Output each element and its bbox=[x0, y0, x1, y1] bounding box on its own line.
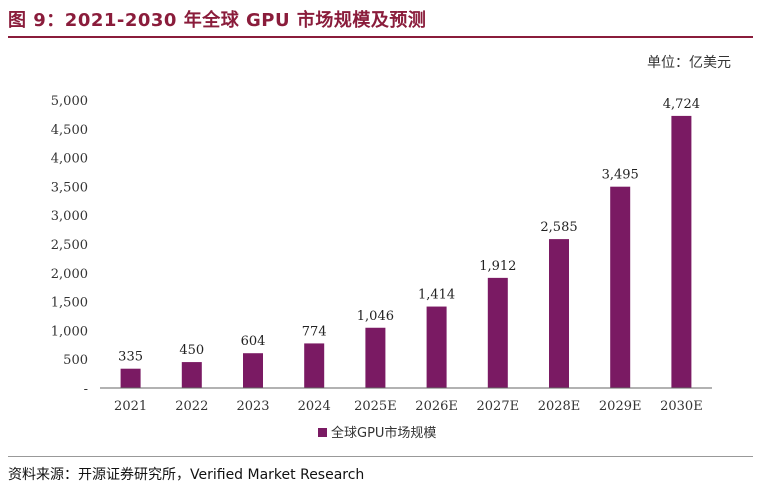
bar bbox=[610, 186, 631, 388]
bar-data-label: 774 bbox=[302, 324, 327, 339]
bar bbox=[243, 353, 263, 388]
bottom-rule bbox=[8, 456, 753, 457]
bar-data-label: 1,414 bbox=[418, 288, 455, 303]
x-tick-label: 2021 bbox=[114, 399, 147, 414]
legend-label: 全球GPU市场规模 bbox=[331, 425, 436, 441]
bar bbox=[120, 368, 141, 388]
bar-data-label: 1,046 bbox=[357, 309, 394, 324]
x-tick-label: 2025E bbox=[354, 399, 397, 414]
unit-label: 单位：亿美元 bbox=[647, 55, 731, 71]
y-tick-label: - bbox=[84, 382, 88, 397]
bar bbox=[549, 239, 569, 388]
legend-swatch bbox=[318, 428, 327, 437]
bar-data-label: 450 bbox=[179, 343, 204, 358]
y-tick-label: 1,500 bbox=[51, 296, 88, 311]
bar bbox=[304, 343, 325, 388]
y-axis: - 500 1,000 1,500 2,000 2,500 3,000 3,500 4,000 4… bbox=[51, 94, 88, 397]
bar-data-label: 3,495 bbox=[602, 168, 639, 183]
source-note: 资料来源：开源证券研究所，Verified Market Research bbox=[8, 467, 365, 483]
x-tick-label: 2028E bbox=[538, 399, 581, 414]
bar-data-label: 1,912 bbox=[479, 259, 516, 274]
y-tick-label: 1,000 bbox=[51, 324, 88, 339]
x-tick-label: 2024 bbox=[298, 399, 331, 414]
y-tick-label: 3,500 bbox=[51, 180, 88, 195]
title-rule bbox=[8, 36, 753, 38]
y-tick-label: 5,000 bbox=[51, 94, 88, 109]
x-tick-label: 2026E bbox=[415, 399, 458, 414]
y-tick-label: 3,000 bbox=[51, 209, 88, 224]
bar-data-label: 604 bbox=[241, 334, 266, 349]
figure-title: 图 9：2021-2030 年全球 GPU 市场规模及预测 bbox=[8, 10, 427, 31]
y-tick-label: 500 bbox=[63, 353, 88, 368]
bar-data-label: 2,585 bbox=[540, 220, 577, 235]
x-tick-label: 2022 bbox=[175, 399, 208, 414]
bar-chart: - 500 1,000 1,500 2,000 2,500 3,000 3,500 4,000 4… bbox=[51, 94, 712, 441]
y-tick-label: 2,000 bbox=[51, 267, 88, 282]
bar-data-label: 335 bbox=[118, 350, 143, 365]
y-tick-label: 2,500 bbox=[51, 238, 88, 253]
bar bbox=[365, 327, 386, 388]
x-tick-label: 2029E bbox=[599, 399, 642, 414]
y-tick-label: 4,000 bbox=[51, 152, 88, 167]
x-tick-label: 2027E bbox=[477, 399, 520, 414]
bar bbox=[487, 277, 508, 388]
y-tick-label: 4,500 bbox=[51, 123, 88, 138]
legend: 全球GPU市场规模 bbox=[318, 425, 436, 441]
x-tick-label: 2030E bbox=[660, 399, 703, 414]
bar bbox=[426, 306, 447, 388]
bar-data-label: 4,724 bbox=[663, 97, 700, 112]
bars: 335 450 604 774 1,046 1,414 1,912 2,585 3,495 4,7… bbox=[118, 97, 700, 389]
bar bbox=[181, 362, 202, 388]
x-tick-label: 2023 bbox=[236, 399, 269, 414]
x-axis: 2021 2022 2023 2024 2025E 2026E 2027E 2028E 2029… bbox=[100, 387, 712, 414]
bar bbox=[671, 115, 692, 389]
